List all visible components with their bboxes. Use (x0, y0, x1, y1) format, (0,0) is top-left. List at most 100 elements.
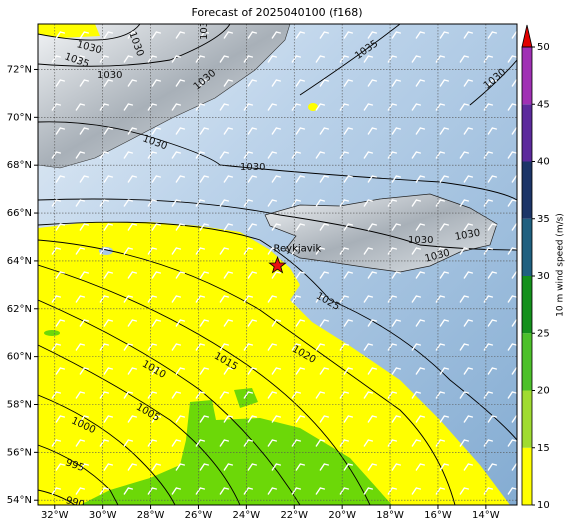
wind-barb (315, 247, 326, 255)
wind-barb (291, 103, 302, 111)
wind-barb (55, 175, 66, 183)
wind-barb (295, 175, 306, 183)
isobars (38, 24, 517, 505)
wind-barb (343, 127, 354, 135)
wind-barb (219, 151, 230, 159)
y-tick-label: 56°N (7, 447, 32, 458)
wind-barb (103, 319, 114, 327)
colorbar-tick-label: 30 (537, 271, 550, 282)
wind-barb (487, 463, 498, 471)
wind-barb (243, 199, 254, 207)
wind-barb (99, 487, 110, 495)
wind-barb (267, 295, 278, 303)
wind-barb (171, 343, 182, 351)
grid (38, 24, 517, 505)
wind-barb (171, 391, 182, 399)
wind-barb (463, 175, 474, 183)
wind-barb (151, 463, 162, 471)
wind-barb (387, 343, 398, 351)
wind-barb (247, 127, 258, 135)
wind-barb (319, 175, 330, 183)
wind-barb (147, 103, 158, 111)
wind-barb (223, 79, 234, 87)
wind-barb (127, 367, 138, 375)
wind-barb (411, 151, 422, 159)
wind-barb (487, 79, 498, 87)
colorbar-segment (522, 161, 532, 219)
wind-barb (463, 79, 474, 87)
wind-barb (391, 127, 402, 135)
wind-barb (195, 151, 206, 159)
wind-barb (483, 103, 494, 111)
contour-label: 1035 (199, 15, 210, 40)
wind-barb (319, 463, 330, 471)
wind-barb (219, 343, 230, 351)
wind-barb (483, 343, 494, 351)
wind-barb (439, 127, 450, 135)
wind-barb (103, 463, 114, 471)
wind-barb (343, 367, 354, 375)
wind-barb (271, 79, 282, 87)
wind-barb (411, 55, 422, 63)
wind-barb (51, 391, 62, 399)
wind-barb (223, 415, 234, 423)
wind-barb (75, 199, 86, 207)
colorbar-tick-label: 15 (537, 443, 550, 454)
wind-barb (223, 271, 234, 279)
wind-barb (79, 127, 90, 135)
wind-barb (315, 439, 326, 447)
wind-barb (291, 151, 302, 159)
wind-barb (391, 319, 402, 327)
wind-barb (291, 487, 302, 495)
isobar (38, 489, 76, 505)
wind-barb (387, 151, 398, 159)
wind-barb (223, 31, 234, 39)
wind-barb (103, 79, 114, 87)
y-tick-label: 64°N (7, 256, 32, 267)
wind-barb (291, 295, 302, 303)
wind-barb (415, 367, 426, 375)
y-tick-label: 62°N (7, 304, 32, 315)
wind-barb (219, 295, 230, 303)
x-tick-label: 14°W (472, 510, 500, 521)
wind-barb (411, 247, 422, 255)
wind-barb (439, 175, 450, 183)
colorbar-tick-label: 40 (537, 157, 550, 168)
wind-area-10 (38, 222, 510, 505)
wind-barb (247, 271, 258, 279)
wind-barb (55, 271, 66, 279)
wind-barb (103, 271, 114, 279)
wind-barb (55, 31, 66, 39)
wind-barb (387, 55, 398, 63)
wind-barb (435, 55, 446, 63)
wind-barb (415, 31, 426, 39)
wind-barb (51, 247, 62, 255)
wind-barb (439, 271, 450, 279)
wind-barbs (51, 31, 517, 495)
wind-barb (319, 79, 330, 87)
wind-barb (315, 391, 326, 399)
wind-barb (267, 199, 278, 207)
wind-barb (363, 439, 374, 447)
wind-barb (391, 79, 402, 87)
wind-barb (151, 415, 162, 423)
wind-barb (55, 319, 66, 327)
wind-barb (271, 271, 282, 279)
wind-barb (147, 247, 158, 255)
wind-barb (79, 367, 90, 375)
wind-barb (103, 127, 114, 135)
wind-barb (171, 55, 182, 63)
wind-barb (291, 391, 302, 399)
wind-barb (387, 103, 398, 111)
wind-barb (127, 79, 138, 87)
wind-barb (75, 487, 86, 495)
wind-barb (319, 127, 330, 135)
wind-barb (51, 439, 62, 447)
city-marker (268, 256, 287, 274)
wind-barb (483, 391, 494, 399)
wind-barb (99, 151, 110, 159)
wind-barb (79, 31, 90, 39)
wind-barb (147, 343, 158, 351)
wind-barb (483, 55, 494, 63)
wind-barb (507, 343, 517, 351)
